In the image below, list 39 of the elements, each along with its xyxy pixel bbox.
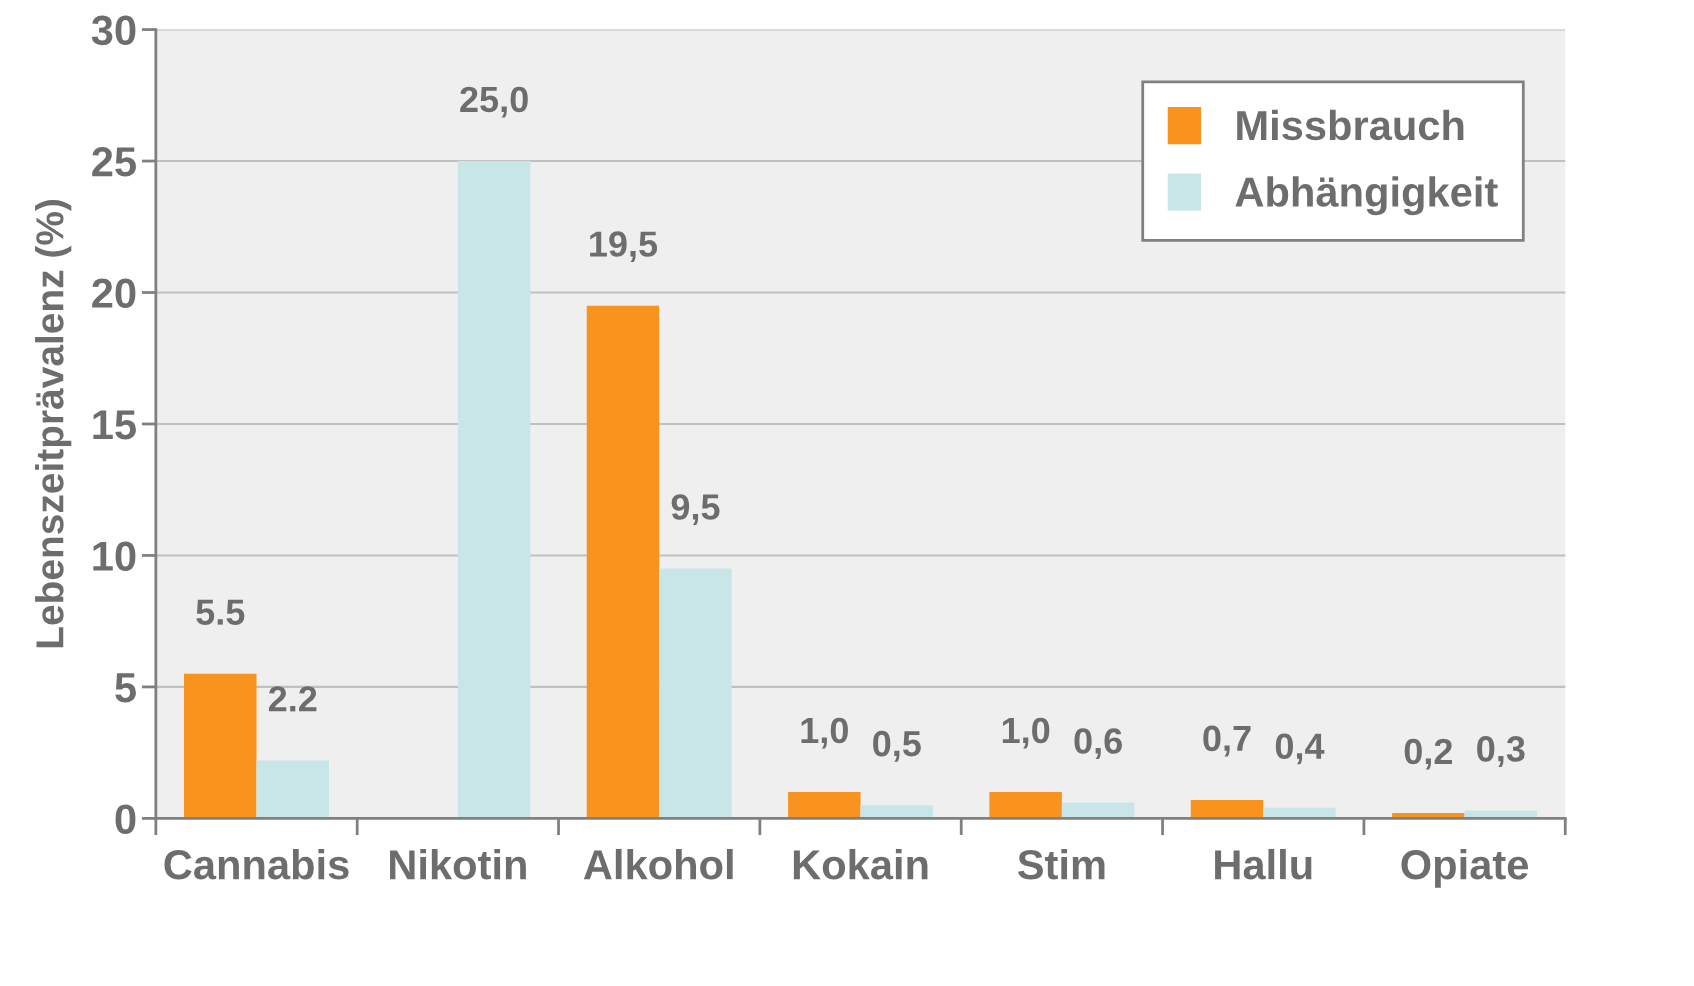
bar [586,305,660,819]
data-label: 0,3 [1477,736,1525,767]
bar [184,673,257,819]
bar [256,760,329,819]
bar [860,805,934,819]
bar [1190,799,1264,819]
x-tick-label: Alkohol [583,848,733,880]
data-label: 0,2 [1404,738,1452,770]
data-label: 0,5 [873,730,921,762]
data-label: 9,5 [671,494,720,526]
data-label: 0,6 [1074,728,1122,760]
y-axis-title: Lebenszeitprävalenz (%) [35,200,72,648]
y-tick-label: 30 [91,15,136,46]
data-label: 0,4 [1275,733,1325,765]
bar [457,161,531,819]
bar [989,792,1062,819]
x-tick-label: Kokain [793,848,928,880]
y-tick-label: 0 [115,804,136,834]
x-tick-label: Cannabis [164,848,349,880]
bar [788,792,861,819]
data-label: 2.2 [268,686,317,712]
y-tick-label: 25 [92,147,136,177]
legend-label: Missbrauch [1237,109,1464,141]
x-tick-label: Nikotin [390,848,526,880]
bar [659,568,732,819]
y-tick-label: 15 [93,410,136,440]
data-label: 0,7 [1203,725,1251,757]
y-tick-label: 20 [92,278,136,309]
data-label: 19,5 [590,231,658,263]
x-tick-label: Opiate [1401,848,1528,888]
data-label: 5.5 [196,599,245,625]
data-label: 1,0 [801,717,848,749]
data-label: 1,0 [1002,717,1050,749]
legend-label: Abhängigkeit [1235,176,1498,216]
y-tick-label: 5 [115,673,136,703]
y-tick-label: 10 [93,541,136,571]
data-label: 25,0 [460,86,528,118]
x-tick-label: Hallu [1215,848,1312,880]
x-tick-label: Stim [1017,848,1105,880]
